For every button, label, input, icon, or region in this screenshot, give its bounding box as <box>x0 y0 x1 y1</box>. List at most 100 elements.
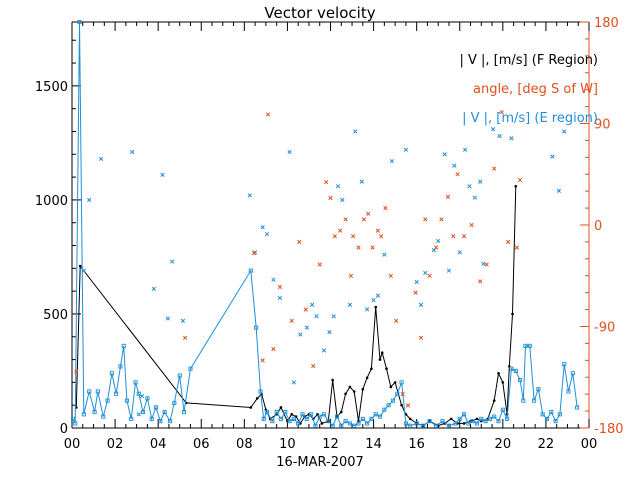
data-point <box>343 217 348 222</box>
data-point <box>365 376 369 380</box>
x-tick-label: 22 <box>538 437 555 452</box>
data-point <box>421 423 426 428</box>
data-point <box>303 307 308 312</box>
data-point <box>370 367 373 370</box>
data-point <box>395 391 400 396</box>
data-point <box>518 378 523 383</box>
series-group <box>71 19 580 428</box>
data-point <box>277 295 283 301</box>
data-point <box>394 318 399 324</box>
data-point <box>481 261 486 266</box>
data-point <box>136 412 141 417</box>
data-point <box>271 277 276 282</box>
data-point <box>427 273 432 278</box>
data-point <box>324 179 329 185</box>
data-point <box>451 234 456 239</box>
data-point <box>457 416 462 421</box>
data-point <box>290 413 294 416</box>
data-point <box>527 343 532 348</box>
y-right-tick-label: 0 <box>594 219 602 234</box>
data-point <box>511 312 514 316</box>
data-point <box>377 414 383 419</box>
data-point <box>434 423 439 428</box>
data-point <box>514 245 519 250</box>
data-point <box>248 268 253 273</box>
data-point <box>386 403 391 408</box>
data-point <box>274 409 279 415</box>
data-point <box>118 364 123 369</box>
data-point <box>87 389 92 394</box>
data-point <box>497 371 500 375</box>
data-point <box>304 325 309 330</box>
data-point <box>484 262 489 267</box>
legend-entry: | V |, [m/s] (F Region) <box>459 53 598 68</box>
y-right-tick-label: -180 <box>594 422 624 437</box>
data-point <box>462 147 468 152</box>
data-point <box>446 268 452 273</box>
data-point <box>418 335 424 340</box>
y-left-tick-label: 1500 <box>35 80 68 95</box>
data-point <box>77 19 82 25</box>
data-point <box>347 421 352 426</box>
data-point <box>121 343 126 348</box>
data-point <box>328 195 333 201</box>
data-point <box>375 293 381 298</box>
data-point <box>95 389 100 394</box>
data-point <box>136 391 141 396</box>
data-point <box>300 412 305 417</box>
data-point <box>338 228 343 233</box>
y-left-tick-label: 0 <box>60 422 68 437</box>
data-point <box>499 110 504 115</box>
data-point <box>423 270 428 276</box>
data-point <box>445 194 451 199</box>
data-point <box>133 380 138 385</box>
data-point <box>334 414 340 419</box>
data-point <box>165 316 171 321</box>
data-point <box>509 136 514 141</box>
data-point <box>332 234 337 239</box>
data-point <box>114 391 119 396</box>
data-point <box>570 371 575 376</box>
data-point <box>556 188 561 193</box>
legend-entry: | V |, [m/s] (E region) <box>462 111 598 126</box>
data-point <box>427 419 432 424</box>
data-point <box>400 403 403 407</box>
data-point <box>330 423 335 428</box>
y-left-tick-label: 1000 <box>35 194 68 209</box>
data-point <box>467 184 472 189</box>
data-point <box>400 392 405 397</box>
data-point <box>81 268 87 273</box>
data-point <box>141 409 146 415</box>
data-point <box>365 421 370 426</box>
data-point <box>335 184 341 189</box>
data-point <box>405 403 411 408</box>
data-point <box>310 302 315 307</box>
data-point <box>309 412 314 417</box>
data-point <box>260 358 265 363</box>
data-point <box>383 205 388 211</box>
data-point <box>350 234 356 239</box>
data-point <box>413 290 418 295</box>
data-point <box>562 129 567 134</box>
data-point <box>364 307 370 312</box>
data-point <box>87 197 92 203</box>
data-point <box>452 163 457 168</box>
data-point <box>344 392 347 396</box>
data-point <box>501 381 505 384</box>
data-point <box>514 184 518 188</box>
series-group <box>81 127 567 417</box>
data-point <box>382 407 387 412</box>
data-point <box>414 421 419 426</box>
data-point <box>81 412 86 417</box>
data-point <box>160 172 165 177</box>
data-point <box>517 177 523 183</box>
data-point <box>385 367 388 370</box>
data-point <box>440 419 445 424</box>
data-point <box>457 250 462 255</box>
data-point <box>101 414 106 419</box>
data-point <box>389 385 393 389</box>
data-point <box>287 419 292 424</box>
x-tick-label: 08 <box>236 437 253 452</box>
data-point <box>321 348 327 353</box>
data-point <box>366 211 371 216</box>
